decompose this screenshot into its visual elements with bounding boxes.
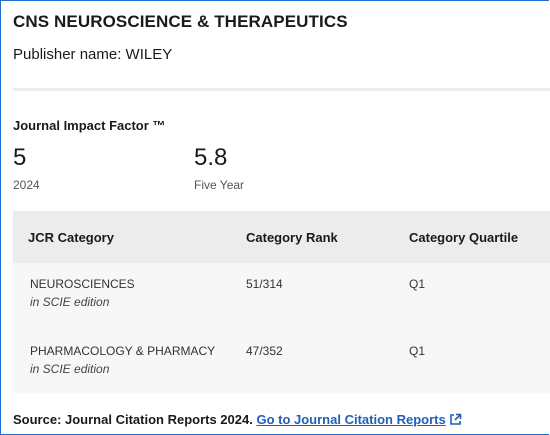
five-year-impact-label: Five Year (194, 178, 245, 192)
header-category-rank: Category Rank (246, 230, 338, 245)
header-jcr-category: JCR Category (28, 230, 114, 245)
row-edition: in SCIE edition (30, 362, 110, 376)
header-category-quartile: Category Quartile (409, 230, 519, 245)
impact-factor-year: 2024 (13, 178, 40, 192)
row-edition: in SCIE edition (30, 295, 110, 309)
row-rank: 47/352 (246, 344, 283, 358)
source-line: Source: Journal Citation Reports 2024. G… (13, 412, 462, 429)
external-link-icon (449, 413, 462, 429)
row-quartile: Q1 (409, 277, 426, 291)
row-category: NEUROSCIENCES (30, 277, 135, 291)
publisher-name: Publisher name: WILEY (13, 46, 173, 63)
five-year-impact-value: 5.8 (194, 144, 228, 171)
table-header: JCR Category Category Rank Category Quar… (13, 211, 550, 263)
section-divider (13, 88, 550, 91)
row-category: PHARMACOLOGY & PHARMACY (30, 344, 216, 358)
jcr-link[interactable]: Go to Journal Citation Reports (256, 412, 462, 429)
row-quartile: Q1 (409, 344, 426, 358)
source-text: Source: Journal Citation Reports 2024. (13, 412, 253, 427)
jcr-category-table: JCR Category Category Rank Category Quar… (13, 211, 550, 393)
row-rank: 51/314 (246, 277, 283, 291)
jcr-link-label: Go to Journal Citation Reports (256, 412, 446, 427)
journal-title: CNS NEUROSCIENCE & THERAPEUTICS (13, 12, 348, 31)
impact-factor-label: Journal Impact Factor ™ (13, 118, 166, 133)
impact-factor-value: 5 (13, 144, 27, 171)
